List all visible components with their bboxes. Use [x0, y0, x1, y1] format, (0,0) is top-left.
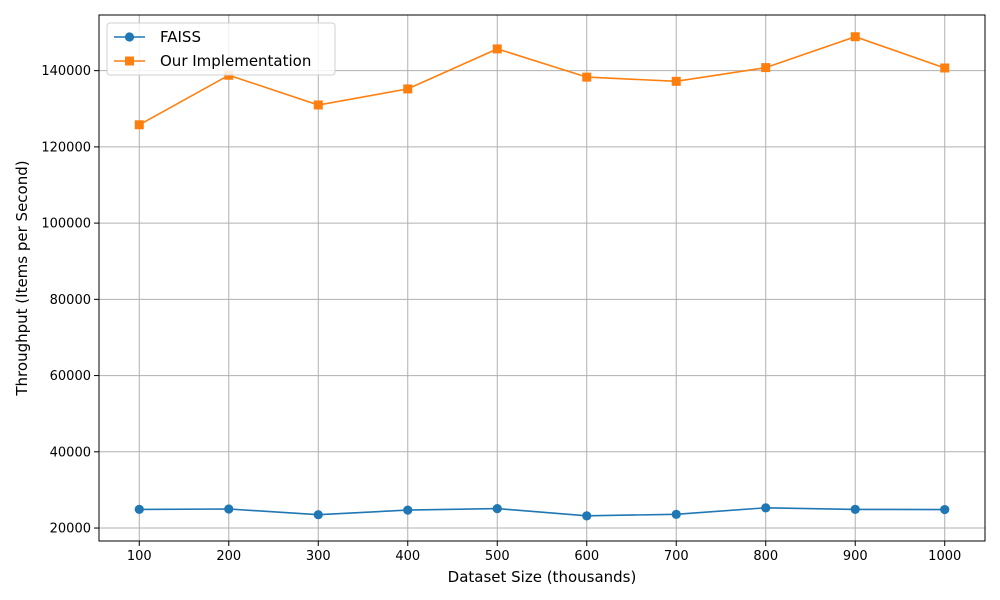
x-tick-label: 600: [574, 549, 599, 564]
legend-label: FAISS: [160, 28, 201, 46]
data-point: [940, 504, 950, 515]
x-tick-label: 100: [127, 549, 152, 564]
series-line: [139, 506, 945, 517]
y-axis: 20000 40000 60000 80000 100000 120000 140000: [41, 64, 99, 537]
y-tick-label: 60000: [50, 369, 91, 384]
legend-marker: [125, 56, 134, 66]
data-point: [671, 76, 681, 86]
data-point: [582, 72, 592, 82]
data-point: [671, 509, 681, 519]
data-point: [761, 503, 771, 513]
legend-item: Our Implementation: [114, 52, 311, 70]
data-point: [134, 120, 144, 130]
x-tick-label: 800: [753, 549, 778, 564]
x-tick-label: 1000: [928, 549, 961, 564]
data-point: [492, 44, 502, 54]
x-tick-label: 500: [485, 549, 510, 564]
data-point: [313, 510, 323, 520]
x-tick-label: 200: [216, 549, 241, 564]
data-point: [850, 504, 860, 514]
legend-marker: [124, 32, 135, 42]
y-tick-label: 20000: [50, 522, 91, 537]
plot-frame: [98, 14, 986, 542]
data-point: [313, 100, 323, 110]
legend-box: [106, 22, 336, 76]
x-tick-label: 700: [664, 549, 689, 564]
series-0: [134, 503, 950, 521]
grid: [99, 15, 985, 541]
y-tick-label: 140000: [41, 64, 91, 79]
series-line: [138, 35, 945, 126]
series-layer: [134, 32, 950, 521]
series-1: [134, 32, 950, 130]
data-point: [582, 511, 592, 521]
legend-label: Our Implementation: [160, 52, 311, 70]
x-tick-label: 400: [395, 549, 420, 564]
data-point: [940, 63, 950, 73]
y-axis-label: Throughput (Items per Second): [13, 160, 31, 396]
y-tick-label: 100000: [41, 217, 91, 232]
y-tick-label: 120000: [41, 140, 91, 155]
data-point: [403, 84, 413, 94]
y-tick-label: 40000: [50, 445, 91, 460]
legend-item: FAISS: [114, 28, 201, 46]
x-axis: 100 200 300 400 500 600 700 800 900 1000: [127, 541, 961, 564]
data-point: [761, 63, 771, 73]
data-point: [403, 505, 413, 515]
data-point: [134, 504, 144, 514]
data-point: [850, 32, 860, 42]
data-point: [224, 504, 234, 514]
legend: FAISS Our Implementation: [106, 22, 336, 76]
y-tick-label: 80000: [50, 293, 91, 308]
x-tick-label: 300: [306, 549, 331, 564]
x-axis-label: Dataset Size (thousands): [448, 568, 637, 586]
x-tick-label: 900: [843, 549, 868, 564]
data-point: [492, 504, 502, 514]
